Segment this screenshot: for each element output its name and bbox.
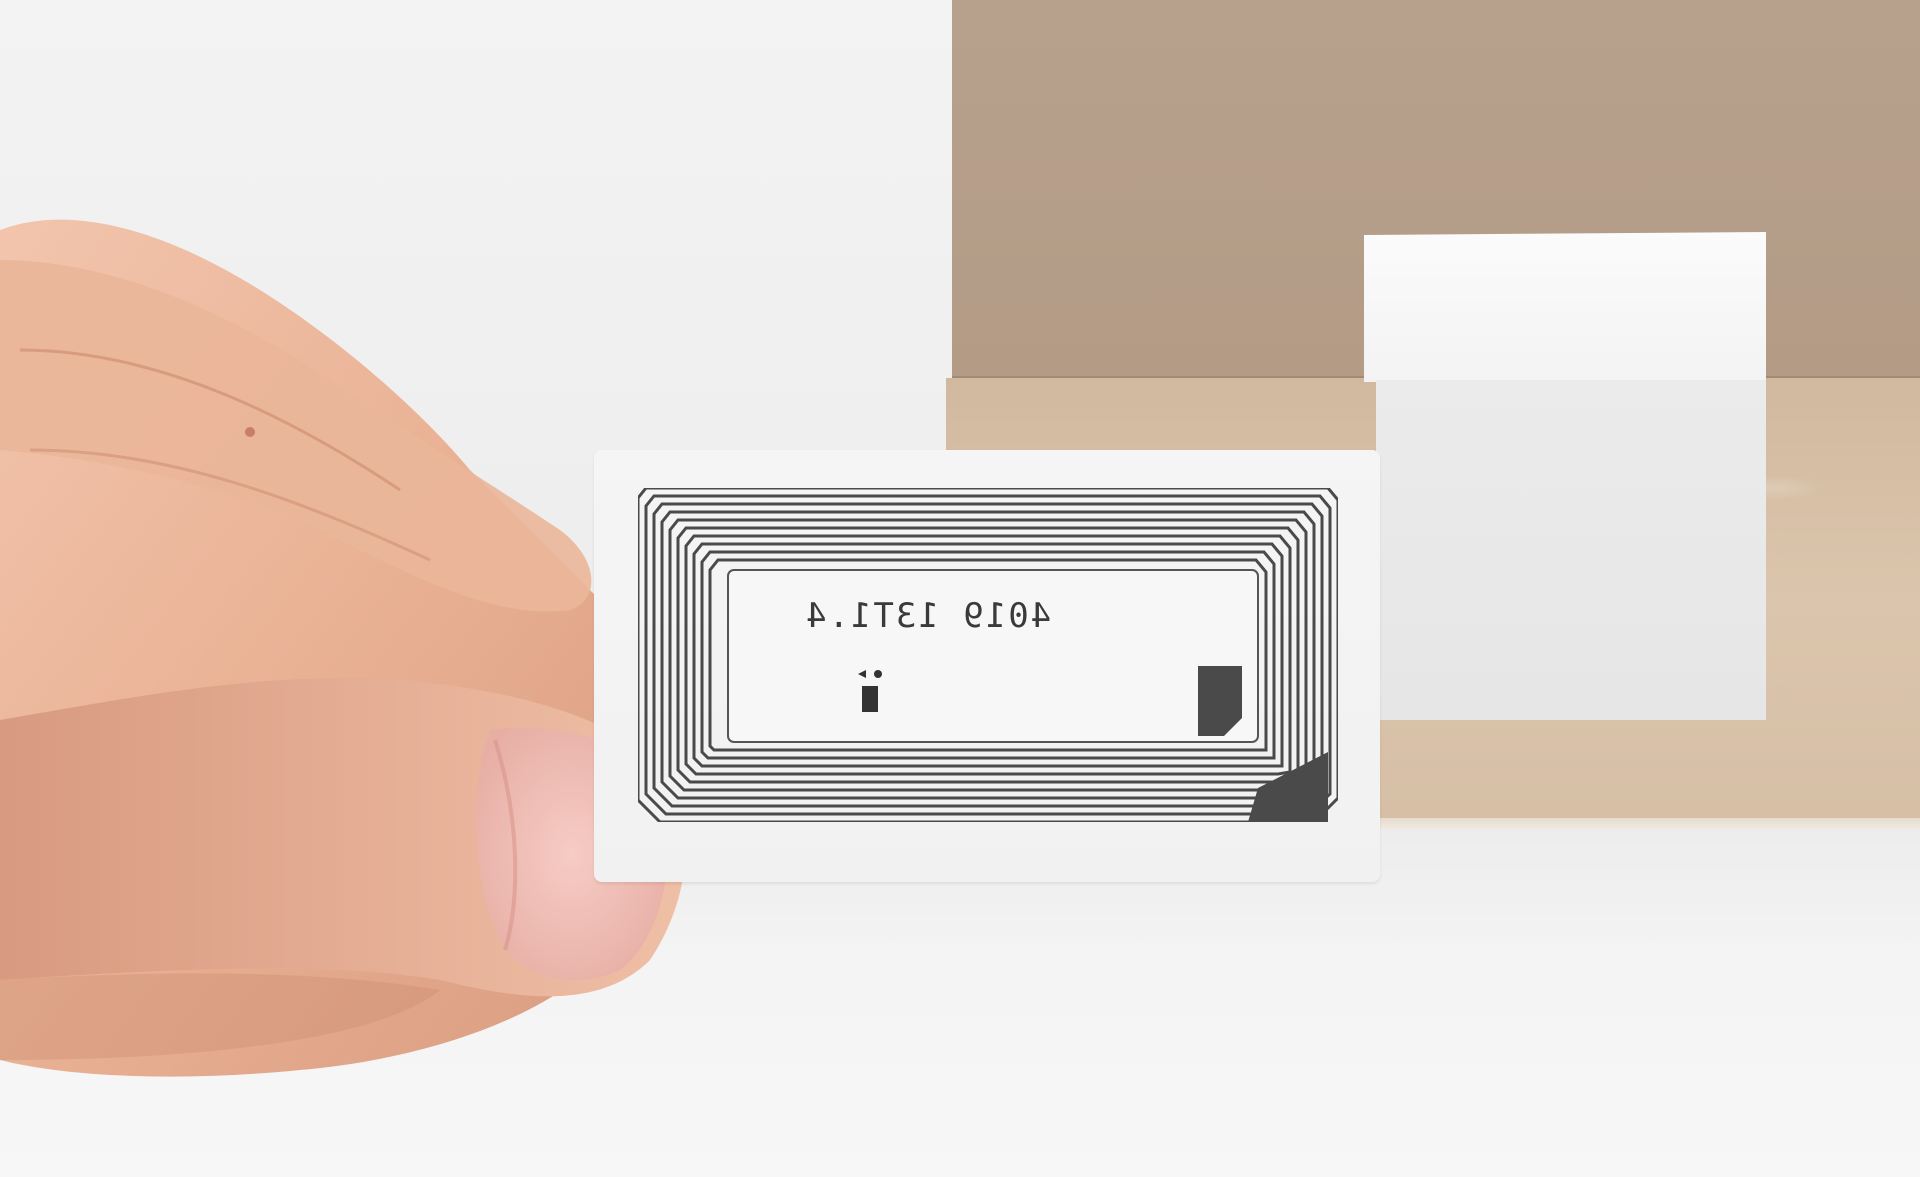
white-block-top	[1364, 232, 1766, 382]
antenna-coil-icon	[638, 488, 1338, 822]
tag-printed-code: 4019 13T1.4	[804, 596, 1052, 636]
white-block-front	[1376, 380, 1766, 720]
rfid-tag: 4019 13T1.4	[594, 450, 1380, 882]
